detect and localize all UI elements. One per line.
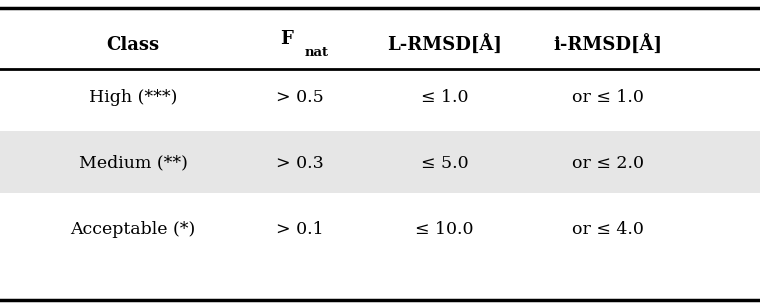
- Text: or ≤ 4.0: or ≤ 4.0: [572, 221, 644, 238]
- Text: i-RMSD[Å]: i-RMSD[Å]: [553, 34, 663, 55]
- Text: > 0.1: > 0.1: [277, 221, 324, 238]
- Text: ≤ 5.0: ≤ 5.0: [421, 155, 468, 172]
- Text: nat: nat: [305, 46, 329, 59]
- Text: L-RMSD[Å]: L-RMSD[Å]: [387, 34, 502, 55]
- Text: ≤ 10.0: ≤ 10.0: [416, 221, 473, 238]
- Text: High (***): High (***): [89, 88, 177, 106]
- FancyBboxPatch shape: [0, 131, 760, 192]
- Text: Acceptable (*): Acceptable (*): [71, 221, 195, 238]
- Text: or ≤ 2.0: or ≤ 2.0: [572, 155, 644, 172]
- Text: or ≤ 1.0: or ≤ 1.0: [572, 88, 644, 106]
- Text: > 0.5: > 0.5: [277, 88, 324, 106]
- Text: > 0.3: > 0.3: [277, 155, 324, 172]
- Text: Medium (**): Medium (**): [78, 155, 188, 172]
- Text: F: F: [280, 30, 293, 48]
- Text: ≤ 1.0: ≤ 1.0: [421, 88, 468, 106]
- Text: Class: Class: [106, 36, 160, 54]
